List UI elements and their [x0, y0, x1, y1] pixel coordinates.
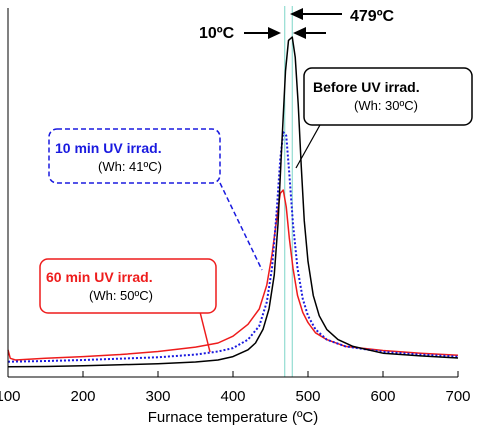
before-uv-title: Before UV irrad. [313, 79, 420, 95]
uv10-title: 10 min UV irrad. [55, 140, 162, 156]
x-axis: 100 200 300 400 500 600 700 Furnace temperatur… [0, 8, 471, 426]
peak-arrow-icon [290, 8, 303, 20]
series-layer [7, 36, 459, 368]
x-tick-label: 700 [445, 388, 470, 405]
x-tick-label: 200 [70, 388, 95, 405]
peak-markers: 479ºC 10ºC [199, 8, 395, 42]
x-tick-label: 600 [370, 388, 395, 405]
series-line-60-min-uv-irrad [7, 189, 459, 361]
peak-temp-label: 479ºC [350, 8, 395, 25]
x-axis-title: Furnace temperature (ºC) [148, 409, 319, 426]
uv60-leader [199, 311, 211, 353]
x-tick-label: 100 [0, 388, 21, 405]
shift-right-arrow-icon [293, 27, 306, 39]
before-uv-annotation: Before UV irrad. (Wh: 30ºC) [295, 67, 473, 169]
uv10-leader [219, 182, 263, 271]
series-line-before-uv-irrad [7, 36, 459, 368]
x-ticks: 100 200 300 400 500 600 700 [0, 371, 471, 405]
x-tick-label: 300 [145, 388, 170, 405]
x-tick-label: 500 [295, 388, 320, 405]
shift-label: 10ºC [199, 25, 235, 42]
uv60-title: 60 min UV irrad. [46, 269, 153, 285]
before-uv-sub: (Wh: 30ºC) [354, 98, 418, 113]
uv10-sub: (Wh: 41ºC) [98, 159, 162, 174]
shift-left-arrow-icon [268, 27, 281, 39]
uv10-annotation: 10 min UV irrad. (Wh: 41ºC) [48, 128, 263, 271]
uv60-sub: (Wh: 50ºC) [89, 288, 153, 303]
series-line-10-min-uv-irrad [7, 131, 459, 363]
uv60-annotation: 60 min UV irrad. (Wh: 50ºC) [39, 258, 217, 353]
reference-lines [284, 6, 293, 377]
x-tick-label: 400 [220, 388, 245, 405]
uv60-box [39, 258, 217, 314]
uv10-box [48, 128, 221, 184]
before-uv-box [303, 67, 473, 126]
before-uv-leader [295, 124, 321, 169]
